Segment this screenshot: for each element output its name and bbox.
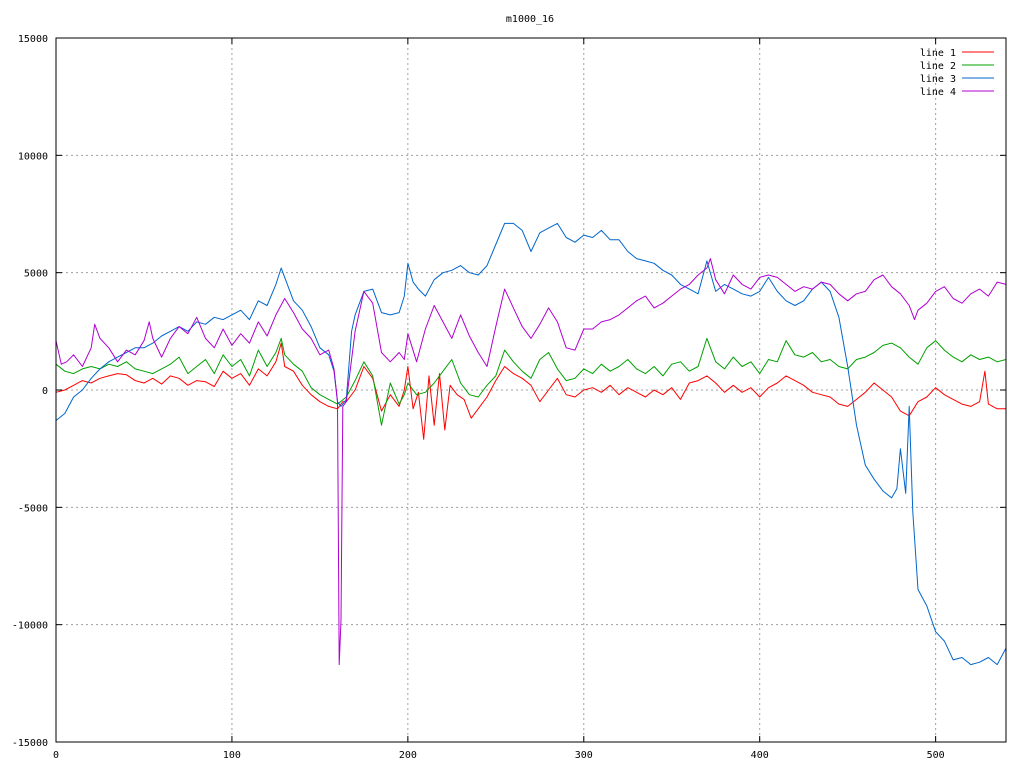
y-tick-label: 10000 [18,151,48,162]
y-tick-label: -15000 [12,738,48,749]
x-tick-label: 0 [53,750,59,761]
axis-layer: -15000 -10000 -5000 0 5000 10000 15000 0 100 200 3… [12,34,1006,761]
y-tick-label: 0 [42,386,48,397]
y-tick-label: 15000 [18,34,48,45]
x-tick-label: 500 [927,750,945,761]
legend-label: line 2 [920,61,956,72]
x-tick-label: 300 [575,750,593,761]
x-tick-label: 400 [751,750,769,761]
chart-title: m1000_16 [506,14,554,25]
x-tick-label: 100 [223,750,241,761]
plot-frame [55,37,1007,743]
series-line-1 [55,342,1006,440]
series-line-4 [55,258,1007,666]
y-tick-label: -5000 [18,503,48,514]
y-tick-label: 5000 [24,269,48,280]
x-tick-label: 200 [399,750,417,761]
legend-label: line 1 [920,48,956,59]
legend-label: line 3 [920,74,956,85]
y-tick-label: -10000 [12,621,48,632]
series-line-2 [55,337,1007,426]
legend-label: line 4 [920,87,956,98]
series-line-3 [55,222,1007,666]
series-layer [55,222,1007,666]
grid-layer [56,38,1006,742]
legend: line 1 line 2 line 3 line 4 [920,48,994,98]
